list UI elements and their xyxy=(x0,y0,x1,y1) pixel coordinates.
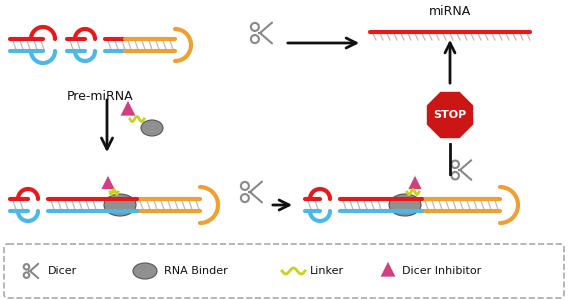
Polygon shape xyxy=(380,261,396,277)
Text: Dicer Inhibitor: Dicer Inhibitor xyxy=(402,266,481,276)
Text: Dicer: Dicer xyxy=(48,266,77,276)
Polygon shape xyxy=(425,90,475,140)
Text: Linker: Linker xyxy=(310,266,344,276)
Ellipse shape xyxy=(133,263,157,279)
Text: STOP: STOP xyxy=(433,110,467,120)
Text: miRNA: miRNA xyxy=(429,5,471,18)
Polygon shape xyxy=(101,175,115,189)
Ellipse shape xyxy=(141,120,163,136)
FancyBboxPatch shape xyxy=(4,244,564,298)
Polygon shape xyxy=(120,100,136,116)
Ellipse shape xyxy=(389,194,421,216)
Text: Pre-miRNA: Pre-miRNA xyxy=(66,90,133,103)
Polygon shape xyxy=(408,175,422,189)
Text: RNA Binder: RNA Binder xyxy=(164,266,228,276)
Ellipse shape xyxy=(104,194,136,216)
